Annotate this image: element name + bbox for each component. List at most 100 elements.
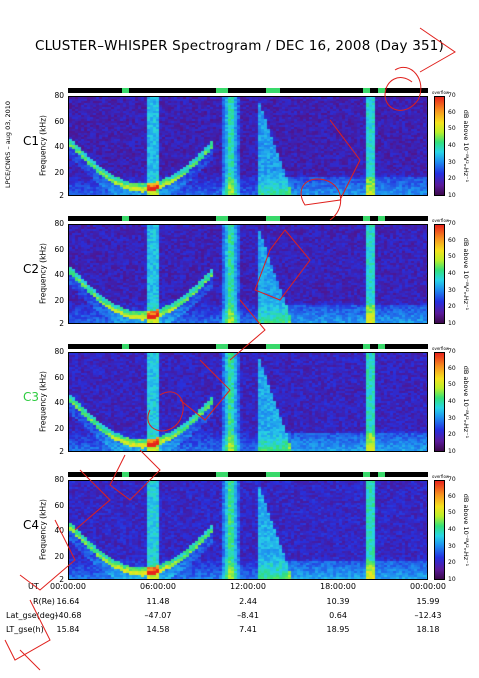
y-tick-label: 40 [54, 142, 64, 152]
y-tick-label: 40 [54, 270, 64, 280]
scribble-path [147, 359, 231, 432]
x-tick-label: 12:00:00 [230, 582, 266, 591]
colorbar-tick-label: 70 [448, 476, 456, 483]
colorbar-overflow-label: overflow [432, 474, 450, 479]
y-tick-label: 60 [54, 116, 64, 126]
orbit-value: –47.07 [144, 611, 172, 620]
orbit-row-label: R(Re) [33, 597, 55, 606]
colorbar-overflow-label: overflow [432, 90, 450, 95]
spacecraft-label: C3 [23, 390, 40, 404]
y-tick-label: 20 [54, 551, 64, 561]
activity-segment [363, 344, 371, 349]
colorbar-tick-label: 30 [448, 286, 456, 294]
colorbar-tick-label: 50 [448, 381, 456, 389]
orbit-value: –12.43 [414, 611, 442, 620]
x-tick-label: 18:00:00 [320, 582, 356, 591]
spacecraft-label: C1 [23, 134, 40, 148]
activity-segment [122, 216, 130, 221]
activity-segment [377, 216, 385, 221]
orbit-value: 7.41 [239, 625, 257, 634]
x-axis-label: UT [28, 582, 39, 591]
y-tick-label: 2 [59, 319, 64, 328]
y-tick-label: 80 [54, 475, 64, 484]
activity-segment [215, 344, 223, 349]
activity-segment [266, 216, 281, 221]
activity-segment [122, 472, 130, 477]
spectrogram-plot [68, 480, 428, 580]
colorbar-tick-label: 60 [448, 236, 456, 244]
orbit-value: 18.18 [416, 625, 440, 634]
spectrogram-canvas [69, 225, 427, 323]
activity-bar [68, 472, 428, 477]
activity-bar [68, 88, 428, 93]
activity-segment [122, 88, 130, 93]
activity-segment [222, 472, 229, 477]
orbit-value: 14.58 [146, 625, 170, 634]
activity-segment [122, 344, 130, 349]
y-tick-label: 60 [54, 372, 64, 382]
colorbar-tick-label: 10 [448, 320, 456, 327]
y-tick-label: 20 [54, 423, 64, 433]
colorbar-tick-label: 20 [448, 175, 456, 183]
activity-segment [363, 216, 371, 221]
activity-segment [266, 344, 281, 349]
colorbar-tick-label: 10 [448, 448, 456, 455]
colorbar-tick-label: 50 [448, 509, 456, 517]
activity-segment [363, 88, 371, 93]
scribble-path [4, 519, 76, 671]
orbit-value: 2.44 [239, 597, 257, 606]
colorbar-tick-label: 30 [448, 542, 456, 550]
colorbar-tick-label: 50 [448, 125, 456, 133]
colorbar-overflow-label: overflow [432, 218, 450, 223]
y-tick-label: 80 [54, 347, 64, 356]
colorbar-tick-label: 40 [448, 270, 456, 277]
activity-segment [266, 88, 281, 93]
colorbar-tick-label: 40 [448, 526, 456, 533]
activity-segment [215, 472, 223, 477]
colorbar-tick-label: 20 [448, 431, 456, 439]
orbit-value: 15.99 [416, 597, 440, 606]
colorbar-tick-label: 70 [448, 220, 456, 227]
activity-segment [222, 344, 229, 349]
spectrogram-canvas [69, 481, 427, 579]
y-tick-label: 2 [59, 447, 64, 456]
colorbar [434, 224, 445, 324]
y-tick-label: 40 [54, 526, 64, 536]
scribble-path [74, 449, 161, 531]
colorbar-tick-label: 40 [448, 142, 456, 149]
colorbar [434, 480, 445, 580]
scribble-path [300, 119, 361, 221]
colorbar-tick-label: 30 [448, 158, 456, 166]
colorbar-tick-label: 50 [448, 253, 456, 261]
colorbar-tick-label: 10 [448, 576, 456, 583]
orbit-row-label: LT_gse(h) [6, 625, 44, 634]
colorbar-tick-label: 10 [448, 192, 456, 199]
x-tick-label: 00:00:00 [50, 582, 86, 591]
x-tick-label: 00:00:00 [410, 582, 446, 591]
activity-segment [222, 216, 229, 221]
colorbar-tick-label: 40 [448, 398, 456, 405]
y-tick-label: 2 [59, 191, 64, 200]
x-tick-label: 06:00:00 [140, 582, 176, 591]
y-tick-label: 2 [59, 575, 64, 584]
chart-title: CLUSTER–WHISPER Spectrogram / DEC 16, 20… [34, 38, 445, 54]
spectrogram-canvas [69, 97, 427, 195]
activity-segment [215, 216, 223, 221]
y-tick-label: 20 [54, 167, 64, 177]
scribble-path [384, 27, 456, 111]
spectrogram-plot [68, 96, 428, 196]
y-tick-label: 20 [54, 295, 64, 305]
colorbar-tick-label: 30 [448, 414, 456, 422]
activity-bar [68, 344, 428, 349]
activity-segment [377, 344, 385, 349]
y-tick-label: 60 [54, 244, 64, 254]
colorbar-tick-label: 60 [448, 364, 456, 372]
colorbar-tick-label: 60 [448, 108, 456, 116]
activity-segment [215, 88, 223, 93]
orbit-value: –8.41 [237, 611, 259, 620]
y-tick-label: 60 [54, 500, 64, 510]
orbit-value: 18.95 [326, 625, 350, 634]
activity-segment [377, 472, 385, 477]
colorbar-tick-label: 60 [448, 492, 456, 500]
